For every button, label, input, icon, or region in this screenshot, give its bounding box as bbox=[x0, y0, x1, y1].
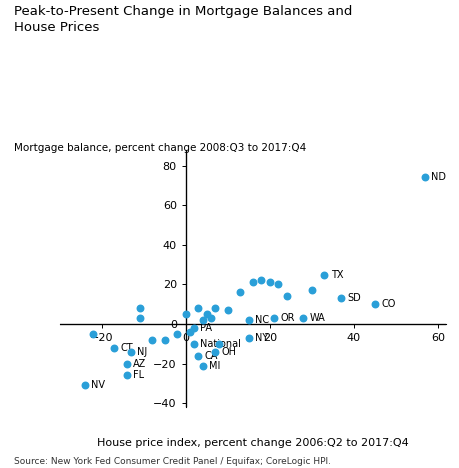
Point bbox=[135, 314, 143, 322]
Point bbox=[190, 324, 197, 332]
Point bbox=[224, 307, 231, 314]
Point bbox=[257, 277, 264, 284]
X-axis label: House price index, percent change 2006:Q2 to 2017:Q4: House price index, percent change 2006:Q… bbox=[97, 438, 408, 448]
Text: Source: New York Fed Consumer Credit Panel / Equifax; CoreLogic HPI.: Source: New York Fed Consumer Credit Pan… bbox=[14, 457, 330, 466]
Point bbox=[308, 286, 315, 294]
Point bbox=[194, 304, 202, 312]
Point bbox=[282, 292, 290, 300]
Point bbox=[123, 372, 130, 379]
Text: NV: NV bbox=[91, 380, 105, 390]
Point bbox=[127, 348, 134, 356]
Point bbox=[203, 310, 210, 318]
Point bbox=[123, 360, 130, 367]
Point bbox=[190, 340, 197, 348]
Text: AZ: AZ bbox=[133, 358, 146, 369]
Text: TX: TX bbox=[330, 270, 342, 279]
Point bbox=[186, 328, 193, 336]
Point bbox=[236, 289, 244, 296]
Point bbox=[111, 344, 118, 351]
Text: NC: NC bbox=[255, 315, 269, 325]
Point bbox=[198, 316, 206, 324]
Point bbox=[174, 330, 181, 337]
Point bbox=[245, 334, 252, 342]
Point bbox=[90, 330, 97, 337]
Text: SD: SD bbox=[347, 293, 360, 303]
Text: OR: OR bbox=[280, 313, 294, 323]
Text: National: National bbox=[200, 339, 241, 349]
Point bbox=[274, 281, 281, 288]
Text: ND: ND bbox=[431, 173, 446, 183]
Text: OH: OH bbox=[221, 347, 236, 357]
Text: Peak-to-Present Change in Mortgage Balances and
House Prices: Peak-to-Present Change in Mortgage Balan… bbox=[14, 5, 352, 34]
Point bbox=[245, 316, 252, 324]
Text: NY: NY bbox=[255, 333, 268, 343]
Point bbox=[266, 278, 273, 286]
Text: CT: CT bbox=[120, 343, 133, 353]
Point bbox=[211, 348, 218, 356]
Point bbox=[161, 336, 168, 344]
Text: CO: CO bbox=[380, 299, 395, 309]
Text: WA: WA bbox=[309, 313, 325, 323]
Point bbox=[320, 271, 327, 278]
Point bbox=[194, 352, 202, 359]
Text: NJ: NJ bbox=[137, 347, 147, 357]
Point bbox=[211, 304, 218, 312]
Text: FL: FL bbox=[133, 371, 144, 380]
Point bbox=[299, 314, 307, 322]
Point bbox=[148, 336, 156, 344]
Point bbox=[249, 278, 256, 286]
Point bbox=[420, 174, 428, 181]
Text: Mortgage balance, percent change 2008:Q3 to 2017:Q4: Mortgage balance, percent change 2008:Q3… bbox=[14, 143, 305, 153]
Point bbox=[135, 304, 143, 312]
Text: CA: CA bbox=[204, 351, 218, 361]
Point bbox=[270, 314, 277, 322]
Point bbox=[207, 314, 214, 322]
Point bbox=[370, 300, 378, 308]
Point bbox=[198, 362, 206, 369]
Point bbox=[182, 310, 189, 318]
Text: PA: PA bbox=[200, 323, 212, 333]
Point bbox=[215, 340, 223, 348]
Point bbox=[337, 294, 344, 302]
Point bbox=[81, 381, 89, 389]
Text: MI: MI bbox=[208, 360, 220, 371]
